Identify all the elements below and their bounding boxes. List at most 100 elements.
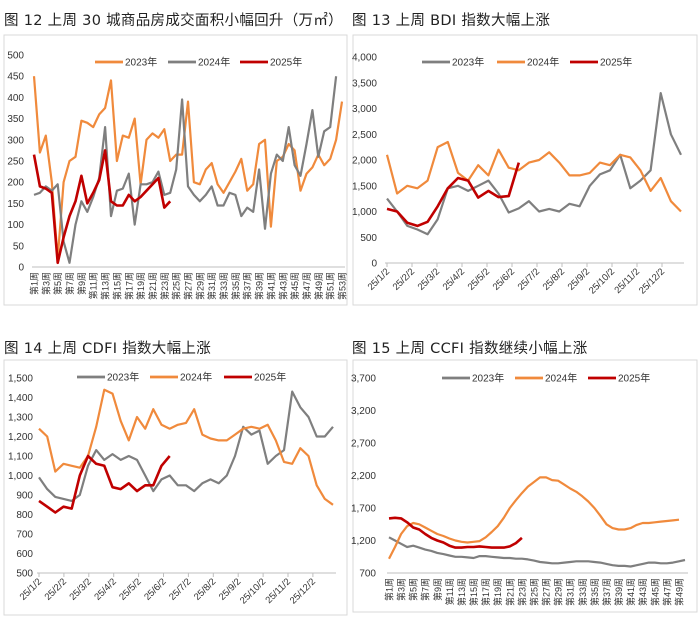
x-tick-label: 25/5/2 (466, 266, 492, 292)
chart-frame (3, 359, 348, 616)
y-tick-label: 0 (18, 263, 24, 274)
x-tick-label: 第15周 (111, 272, 122, 300)
y-tick-label: 1,500 (352, 181, 377, 192)
y-tick-label: 300 (7, 135, 24, 146)
x-tick-label: 第41周 (625, 578, 636, 606)
x-tick-label: 第45周 (649, 578, 660, 606)
x-tick-label: 第17周 (123, 272, 134, 300)
legend-label: 2024年 (180, 371, 212, 384)
y-tick-label: 250 (7, 157, 24, 168)
y-tick-label: 2,200 (351, 471, 376, 482)
x-tick-label: 25/2/2 (43, 576, 69, 602)
x-tick-label: 第23周 (516, 578, 527, 606)
x-tick-label: 第37周 (242, 272, 253, 300)
y-tick-label: 700 (359, 569, 376, 580)
y-tick-label: 450 (7, 72, 24, 83)
chart-frame (352, 359, 698, 613)
x-tick-label: 第39周 (613, 578, 624, 606)
x-tick-label: 第49周 (673, 578, 684, 606)
x-tick-label: 25/2/2 (391, 266, 417, 292)
y-tick-label: 2,700 (351, 439, 376, 450)
y-tick-label: 3,200 (351, 406, 376, 417)
x-tick-label: 第7周 (420, 578, 431, 601)
y-tick-label: 1,300 (8, 413, 33, 424)
y-tick-label: 3,500 (352, 78, 377, 89)
x-tick-label: 第17周 (480, 578, 491, 606)
legend-label: 2023年 (472, 372, 504, 385)
x-tick-label: 第31周 (565, 578, 576, 606)
x-tick-label: 第7周 (64, 272, 75, 295)
y-tick-label: 700 (16, 530, 33, 541)
x-tick-label: 25/4/2 (92, 576, 118, 602)
y-tick-label: 900 (16, 491, 33, 502)
x-tick-label: 25/8/2 (541, 266, 567, 292)
y-tick-label: 1,200 (8, 432, 33, 443)
y-tick-label: 1,700 (351, 504, 376, 515)
x-tick-label: 第45周 (289, 272, 300, 300)
x-tick-label: 第49周 (313, 272, 324, 300)
x-tick-label: 第31周 (206, 272, 217, 300)
chart-title-14: 图 14 上周 CDFI 指数大幅上涨 (4, 341, 211, 357)
x-tick-label: 25/1/2 (18, 576, 44, 602)
x-tick-label: 第35周 (589, 578, 600, 606)
series-line-2025年 (38, 454, 171, 514)
x-tick-label: 第13周 (100, 272, 111, 300)
chart-frame (352, 34, 698, 306)
y-tick-label: 200 (7, 178, 24, 189)
x-tick-label: 第29周 (194, 272, 205, 300)
series-line-2023年 (386, 92, 682, 236)
series-line-2025年 (386, 162, 521, 228)
chart-title-15: 图 15 上周 CCFI 指数继续小幅上涨 (352, 341, 588, 357)
x-tick-label: 第25周 (171, 272, 182, 300)
x-tick-label: 25/12/2 (288, 576, 318, 606)
x-tick-label: 第25周 (528, 578, 539, 606)
x-tick-label: 第33周 (218, 272, 229, 300)
x-tick-label: 25/3/2 (67, 576, 93, 602)
y-tick-label: 3,000 (352, 104, 377, 115)
x-tick-label: 第15周 (468, 578, 479, 606)
series-line-2024年 (33, 76, 338, 264)
chart-1: 0 500 1,000 1,500 2,000 2,500 3,000 3,500 4,000 2… (352, 34, 698, 306)
x-tick-label: 25/3/2 (416, 266, 442, 292)
x-tick-label: 第35周 (230, 272, 241, 300)
x-tick-label: 25/7/2 (167, 576, 193, 602)
x-tick-label: 25/1/2 (366, 266, 392, 292)
y-tick-label: 1,000 (8, 471, 33, 482)
x-tick-label: 25/11/2 (612, 266, 642, 296)
chart-2: 500 600 700 800 900 1,000 1,100 1,200 1,300 1,400… (3, 359, 348, 616)
legend-label: 2025年 (600, 56, 632, 69)
legend-label: 2025年 (618, 372, 650, 385)
y-tick-label: 500 (7, 51, 24, 62)
x-tick-label: 第1周 (384, 578, 395, 601)
x-tick-label: 25/4/2 (441, 266, 467, 292)
y-tick-label: 150 (7, 199, 24, 210)
x-tick-label: 第39周 (254, 272, 265, 300)
legend-label: 2025年 (270, 56, 302, 69)
y-tick-label: 1,400 (8, 393, 33, 404)
legend-label: 2023年 (107, 371, 139, 384)
x-tick-label: 第5周 (408, 578, 419, 601)
y-tick-label: 1,000 (352, 207, 377, 218)
x-tick-label: 第5周 (52, 272, 63, 295)
x-tick-label: 第11周 (88, 272, 99, 299)
x-tick-label: 第33周 (577, 578, 588, 606)
x-tick-label: 第11周 (444, 578, 455, 605)
y-tick-label: 500 (16, 569, 33, 580)
x-tick-label: 第13周 (456, 578, 467, 606)
legend-label: 2024年 (527, 56, 559, 69)
x-tick-label: 第43周 (277, 272, 288, 300)
y-tick-label: 500 (360, 233, 377, 244)
x-tick-label: 25/7/2 (516, 266, 542, 292)
y-tick-label: 2,000 (352, 156, 377, 167)
y-tick-label: 0 (371, 259, 377, 270)
x-tick-label: 第19周 (492, 578, 503, 606)
x-tick-label: 第27周 (541, 578, 552, 606)
x-tick-label: 第3周 (396, 578, 407, 601)
y-tick-label: 1,100 (8, 452, 33, 463)
y-tick-label: 800 (16, 510, 33, 521)
x-tick-label: 第9周 (76, 272, 87, 295)
legend-label: 2024年 (198, 56, 230, 69)
series-line-2024年 (385, 140, 682, 213)
y-tick-label: 1,500 (8, 374, 33, 385)
